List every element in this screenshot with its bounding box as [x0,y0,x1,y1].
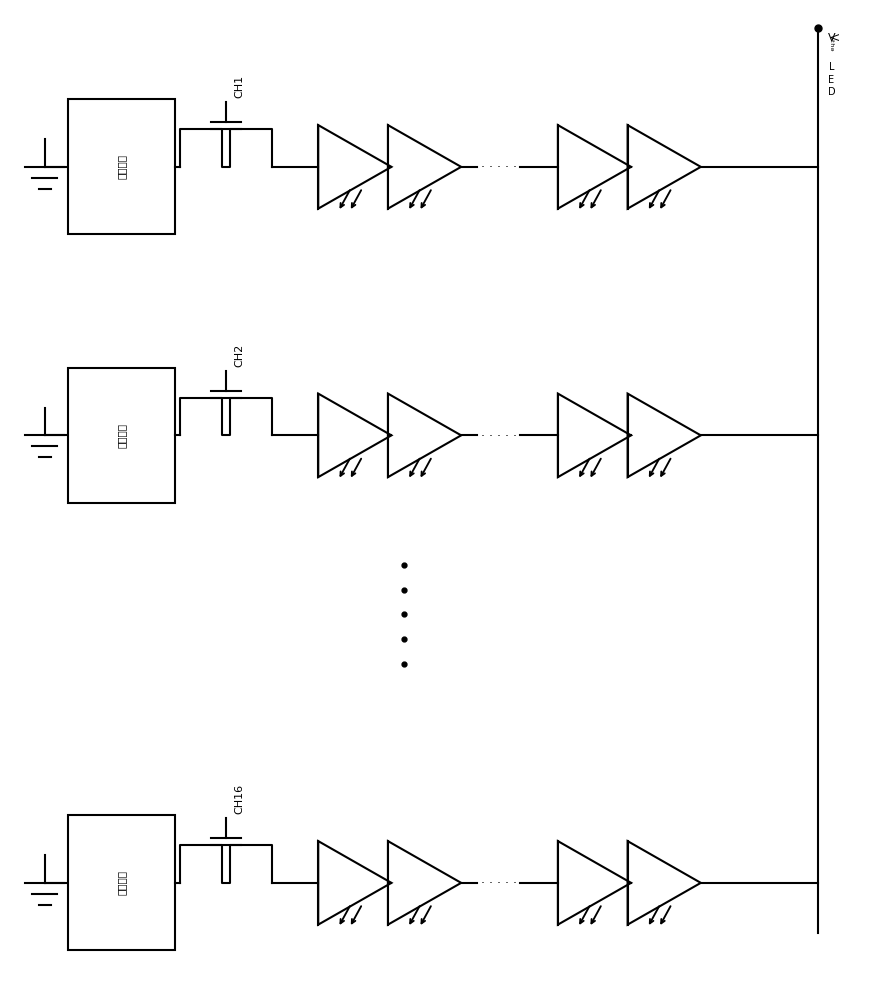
Text: . . . . .: . . . . . [481,873,517,886]
FancyBboxPatch shape [68,815,175,950]
Text: L
E
D: L E D [828,62,835,97]
FancyBboxPatch shape [68,99,175,234]
Text: . . . . .: . . . . . [481,157,517,170]
Text: CH16: CH16 [234,784,245,814]
Text: Vₜₕₔ: Vₜₕₔ [828,33,838,51]
Text: 固流控制: 固流控制 [117,870,127,895]
Text: 固流控制: 固流控制 [117,154,127,179]
Text: CH2: CH2 [234,343,245,367]
FancyBboxPatch shape [68,368,175,503]
Text: V: V [828,33,835,43]
Text: . . . . .: . . . . . [481,426,517,439]
Text: CH1: CH1 [234,75,245,98]
Text: 固流控制: 固流控制 [117,423,127,448]
